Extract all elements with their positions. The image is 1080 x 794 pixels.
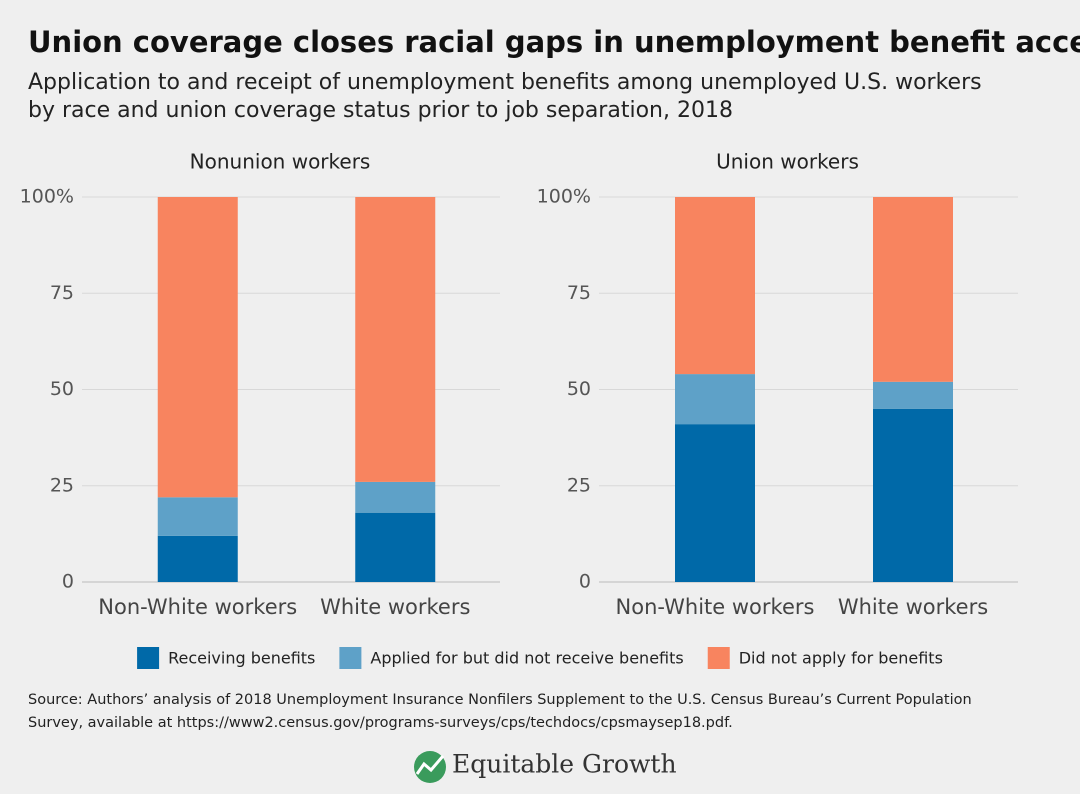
bar-segment bbox=[157, 197, 238, 498]
y-tick-label: 100% bbox=[20, 186, 74, 208]
chart-title: Union coverage closes racial gaps in une… bbox=[28, 25, 1080, 59]
legend-label: Applied for but did not receive benefits bbox=[370, 649, 683, 668]
bar-segment bbox=[355, 512, 436, 582]
bar-segment bbox=[355, 197, 436, 482]
logo-text: Equitable Growth bbox=[452, 750, 677, 779]
panel-title: Nonunion workers bbox=[190, 150, 371, 174]
bar-segment bbox=[873, 197, 953, 382]
bar-segment bbox=[675, 197, 755, 375]
x-tick-label: White workers bbox=[320, 595, 470, 619]
legend-swatch bbox=[339, 647, 362, 669]
legend-swatch bbox=[137, 647, 160, 669]
subtitle: Application to and receipt of unemployme… bbox=[28, 70, 982, 95]
bar-segment bbox=[675, 424, 755, 582]
logo-icon bbox=[414, 751, 446, 783]
legend-swatch bbox=[707, 647, 730, 669]
x-tick-label: Non-White workers bbox=[98, 595, 297, 619]
y-tick-label: 100% bbox=[537, 186, 591, 208]
y-tick-label: 25 bbox=[50, 474, 74, 496]
x-tick-label: White workers bbox=[838, 595, 988, 619]
bar-segment bbox=[157, 535, 238, 582]
bar-segment bbox=[675, 374, 755, 425]
x-tick-label: Non-White workers bbox=[616, 595, 815, 619]
y-tick-label: 25 bbox=[567, 474, 591, 496]
y-tick-label: 0 bbox=[62, 571, 74, 593]
bar-segment bbox=[157, 497, 238, 536]
bar-segment bbox=[355, 481, 436, 513]
y-tick-label: 50 bbox=[567, 378, 591, 400]
bar-segment bbox=[873, 408, 953, 582]
source: Survey, available at https://www2.census… bbox=[28, 715, 733, 731]
source: Source: Authors’ analysis of 2018 Unempl… bbox=[28, 692, 972, 708]
y-tick-label: 75 bbox=[567, 282, 591, 304]
legend-label: Receiving benefits bbox=[168, 649, 315, 668]
y-tick-label: 0 bbox=[579, 571, 591, 593]
legend-label: Did not apply for benefits bbox=[739, 649, 943, 668]
panel-title: Union workers bbox=[716, 150, 859, 174]
y-tick-label: 75 bbox=[50, 282, 74, 304]
bar-segment bbox=[873, 381, 953, 409]
y-tick-label: 50 bbox=[50, 378, 74, 400]
subtitle: by race and union coverage status prior … bbox=[28, 98, 733, 123]
